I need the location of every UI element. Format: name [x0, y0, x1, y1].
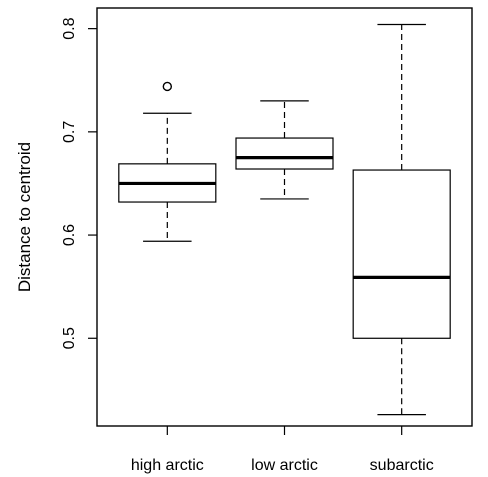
y-tick-label: 0.5	[61, 327, 78, 349]
y-tick-label: 0.7	[61, 121, 78, 143]
box-iqr	[235, 137, 334, 170]
y-axis-label: Distance to centroid	[15, 142, 34, 292]
x-axis: high arctic low arctic subarctic	[131, 426, 434, 474]
x-tick-label: high arctic	[131, 457, 204, 474]
box-group	[352, 23, 451, 416]
outlier-point	[162, 81, 173, 92]
y-tick-label: 0.6	[61, 224, 78, 246]
x-tick-label: subarctic	[370, 457, 434, 474]
box-group	[118, 81, 217, 242]
y-axis: 0.5 0.6 0.7 0.8	[61, 17, 97, 349]
y-tick-label: 0.8	[61, 17, 78, 39]
box-group	[235, 100, 334, 200]
box-iqr	[352, 169, 451, 339]
x-tick-label: low arctic	[251, 457, 318, 474]
boxes	[118, 23, 451, 416]
